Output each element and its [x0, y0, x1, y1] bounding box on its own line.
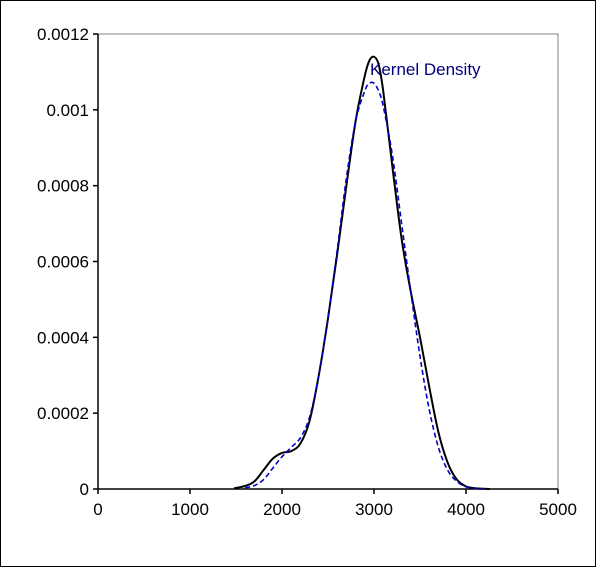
normal-fit-curve [245, 81, 485, 490]
y-tick-label: 0.0012 [37, 25, 89, 44]
y-axis-ticks: 0 0.0002 0.0004 0.0006 0.0008 0.001 0.0012 [37, 25, 98, 499]
x-tick-label: 3000 [355, 500, 393, 519]
x-tick-label: 2000 [263, 500, 301, 519]
y-tick-label: 0.0004 [37, 328, 89, 347]
x-tick-label: 1000 [171, 500, 209, 519]
x-tick-label: 4000 [447, 500, 485, 519]
x-tick-label: 0 [93, 500, 102, 519]
plot-area: 0 1000 2000 3000 4000 5000 0 0.0002 0.0004 0.000… [37, 25, 577, 519]
y-tick-label: 0 [80, 480, 89, 499]
y-tick-label: 0.0002 [37, 404, 89, 423]
x-tick-label: 5000 [539, 500, 577, 519]
y-tick-label: 0.0006 [37, 253, 89, 272]
y-tick-label: 0.001 [46, 101, 89, 120]
plot-border [97, 33, 559, 490]
empirical-density-curve [233, 55, 490, 490]
kernel-density-annotation: Kernel Density [370, 60, 481, 79]
series-group [233, 55, 490, 490]
y-tick-label: 0.0008 [37, 177, 89, 196]
x-axis-ticks: 0 1000 2000 3000 4000 5000 [93, 489, 577, 519]
